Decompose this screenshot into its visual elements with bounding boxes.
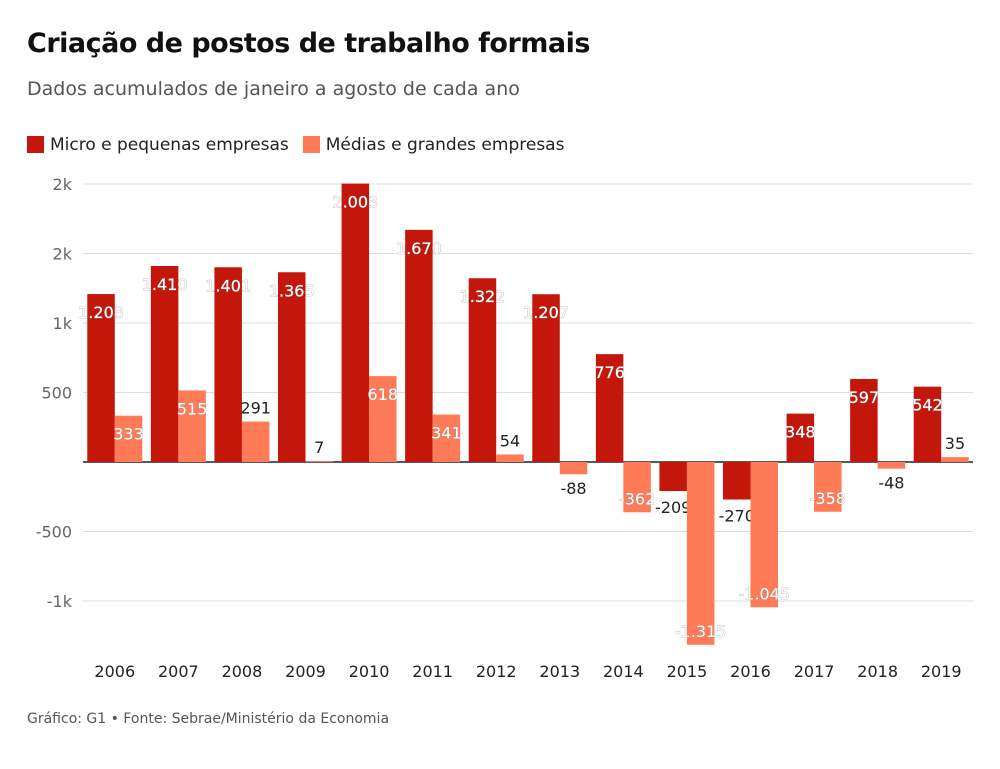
data-label: 597 [849,388,880,407]
bar-medias [941,457,969,462]
data-label: 618 [368,385,399,404]
data-label: 291 [240,399,271,418]
data-label: -362 [619,489,655,508]
data-label: 1.410 [142,275,188,294]
x-tick-label: 2008 [222,662,263,681]
chart-title: Criação de postos de trabalho formais [27,28,590,59]
bar-micro [913,386,942,462]
legend-label: Médias e grandes empresas [325,135,565,155]
data-label: 776 [594,363,625,382]
bar-medias [178,390,206,462]
bar-micro [150,266,179,462]
data-label: 35 [945,434,965,453]
bar-medias [877,462,906,469]
x-tick-label: 2016 [730,662,771,681]
data-label: -358 [810,489,846,508]
bar-micro [532,294,560,462]
data-label: -48 [878,474,904,493]
x-tick-label: 2017 [794,662,835,681]
x-tick-label: 2011 [412,662,453,681]
chart-subtitle: Dados acumulados de janeiro a agosto de … [27,78,520,100]
legend: Micro e pequenas empresas Médias e grand… [27,135,564,155]
data-label: 515 [177,399,208,418]
bar-medias [432,414,461,462]
legend-swatch [27,136,44,153]
x-tick-label: 2006 [94,662,135,681]
data-label: 54 [500,431,520,450]
data-label: 341 [431,424,462,443]
bar-medias [559,462,588,475]
data-label: -88 [560,479,586,498]
data-label: 333 [113,425,144,444]
y-tick-label: 2k [53,245,73,264]
x-tick-label: 2013 [539,662,580,681]
data-label: 1.401 [205,276,251,295]
y-tick-label: 500 [41,384,72,403]
x-tick-label: 2019 [921,662,962,681]
bar-micro [723,462,751,500]
bar-micro [850,379,878,462]
bar-micro [278,272,306,462]
x-tick-label: 2007 [158,662,199,681]
data-label: 7 [314,438,324,457]
bar-micro [405,229,433,462]
data-label: 1.670 [396,239,442,258]
bar-medias [686,462,715,645]
legend-swatch [302,136,320,153]
bar-medias [496,454,524,462]
legend-item-micro: Micro e pequenas empresas [27,135,289,155]
bar-medias [750,462,778,608]
y-tick-label: -500 [36,523,72,542]
x-tick-label: 2014 [603,662,644,681]
x-tick-label: 2009 [285,662,326,681]
bar-medias [814,462,842,512]
data-label: 2.003 [332,193,378,212]
bar-micro [468,278,497,462]
data-label: 1.207 [523,303,569,322]
data-label: -209 [655,498,691,517]
bar-medias [305,461,333,463]
bar-micro [786,413,815,462]
bar-medias [114,415,143,462]
data-label: -1.045 [738,584,790,603]
x-tick-label: 2018 [857,662,898,681]
data-label: 542 [912,396,943,415]
bar-micro [659,462,687,492]
x-tick-label: 2015 [667,662,708,681]
data-label: 1.208 [78,303,124,322]
y-tick-label: -1k [47,592,73,611]
y-tick-label: 2k [53,175,73,194]
x-tick-label: 2010 [349,662,390,681]
bar-micro [214,267,242,462]
footer-source: Gráfico: G1 • Fonte: Sebrae/Ministério d… [27,711,390,727]
data-label: 1.365 [269,281,315,300]
data-label: 348 [785,423,816,442]
data-label: 1.322 [460,287,506,306]
y-tick-label: 1k [53,314,73,333]
data-label: -270 [719,507,755,526]
bar-micro [87,294,115,462]
x-tick-label: 2012 [476,662,517,681]
legend-label: Micro e pequenas empresas [50,135,289,155]
bar-micro [341,183,370,462]
bar-medias [241,421,270,462]
bar-medias [623,462,651,513]
bar-micro [595,354,624,462]
bar-medias [369,376,397,462]
data-label: -1.315 [675,622,727,641]
legend-item-medias: Médias e grandes empresas [302,135,565,155]
